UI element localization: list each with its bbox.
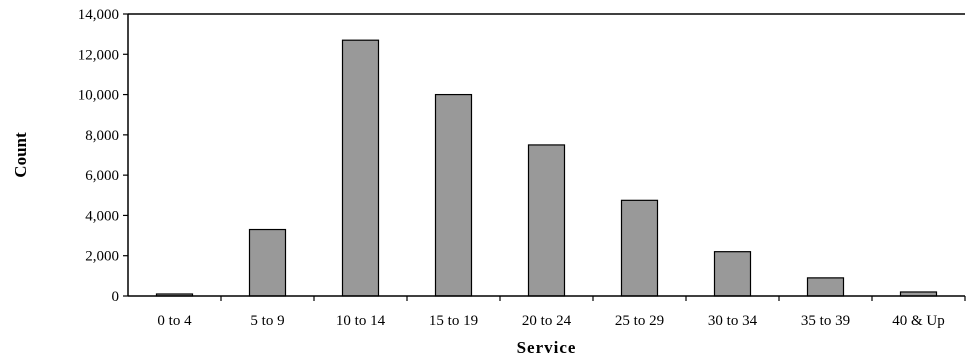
x-tick-label: 25 to 29 bbox=[615, 313, 664, 329]
bar bbox=[620, 199, 659, 297]
x-tick-label: 20 to 24 bbox=[522, 313, 572, 329]
x-tick-label: 5 to 9 bbox=[250, 313, 284, 329]
bar bbox=[806, 277, 845, 297]
y-tick-label: 12,000 bbox=[78, 47, 119, 63]
x-tick-label: 35 to 39 bbox=[801, 313, 850, 329]
bar bbox=[248, 228, 287, 297]
x-tick-label: 15 to 19 bbox=[429, 313, 478, 329]
x-ticks-group: 0 to 4 5 to 9 10 to 14 15 to 19 20 to 24 25 t… bbox=[157, 296, 966, 329]
x-axis-title: Service bbox=[517, 338, 577, 357]
y-tick-label: 2,000 bbox=[85, 249, 119, 265]
bar bbox=[713, 251, 752, 297]
y-tick-label: 0 bbox=[112, 289, 120, 305]
x-tick-label: 10 to 14 bbox=[336, 313, 386, 329]
bar bbox=[341, 39, 380, 297]
y-ticks-group: 0 2,000 4,000 6,000 8,000 10,000 12,000 14,000 bbox=[78, 7, 128, 305]
y-tick-label: 10,000 bbox=[78, 88, 119, 104]
y-tick-label: 6,000 bbox=[85, 168, 119, 184]
y-axis-title: Count bbox=[11, 132, 30, 178]
bar bbox=[434, 93, 473, 297]
y-tick-label: 4,000 bbox=[85, 208, 119, 224]
x-tick-label: 40 & Up bbox=[892, 313, 945, 329]
bar bbox=[527, 144, 566, 297]
x-tick-label: 0 to 4 bbox=[157, 313, 192, 329]
axes-group bbox=[127, 13, 965, 297]
y-tick-label: 8,000 bbox=[85, 128, 119, 144]
bars-group bbox=[155, 39, 938, 297]
y-tick-label: 14,000 bbox=[78, 7, 119, 23]
x-tick-label: 30 to 34 bbox=[708, 313, 758, 329]
